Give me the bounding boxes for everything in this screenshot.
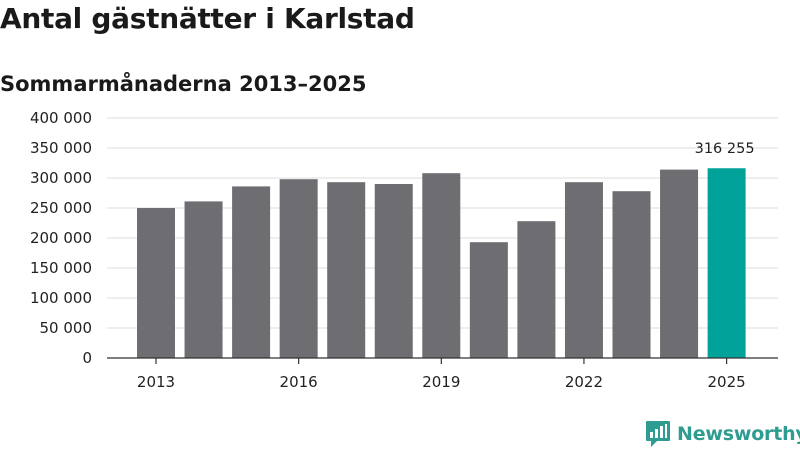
brand-name: Newsworthy: [677, 423, 800, 445]
bar-chart-speech-bubble-icon: [646, 421, 670, 447]
y-tick-label: 300 000: [30, 169, 92, 187]
bar-2018[interactable]: [374, 184, 413, 358]
x-tick-label: 2016: [280, 373, 318, 391]
bars: [137, 168, 746, 358]
newsworthy-logo[interactable]: Newsworthy: [645, 420, 800, 448]
data-label: 316 255: [695, 141, 755, 157]
y-tick-label: 250 000: [30, 199, 92, 217]
y-tick-label: 400 000: [30, 109, 92, 127]
x-tick-label: 2013: [137, 373, 175, 391]
x-tick-label: 2019: [422, 373, 460, 391]
bar-2022[interactable]: [564, 182, 603, 358]
y-tick-label: 100 000: [30, 289, 92, 307]
y-tick-label: 0: [82, 349, 92, 367]
y-tick-label: 50 000: [40, 319, 93, 337]
bar-2017[interactable]: [327, 182, 366, 358]
axes: [107, 357, 778, 364]
chart-subtitle: Sommarmånaderna 2013–2025: [0, 72, 367, 96]
bar-2013[interactable]: [137, 208, 175, 358]
bar-2025[interactable]: [707, 168, 746, 358]
y-tick-label: 200 000: [30, 229, 92, 247]
bar-2014[interactable]: [184, 201, 223, 358]
bar-2016[interactable]: [279, 179, 318, 358]
bar-2021[interactable]: [517, 221, 556, 358]
chart-title: Antal gästnätter i Karlstad: [0, 2, 415, 35]
bar-2024[interactable]: [660, 169, 699, 358]
bar-2020[interactable]: [469, 242, 508, 358]
x-tick-label: 2025: [708, 373, 746, 391]
bar-2015[interactable]: [232, 186, 271, 358]
y-tick-label: 150 000: [30, 259, 92, 277]
bar-2019[interactable]: [422, 173, 461, 358]
labels: 0 50 000 100 000 150 000 200 000 250 000 300 0…: [30, 109, 755, 391]
bar-2023[interactable]: [612, 191, 651, 358]
x-tick-label: 2022: [565, 373, 603, 391]
y-tick-label: 350 000: [30, 139, 92, 157]
